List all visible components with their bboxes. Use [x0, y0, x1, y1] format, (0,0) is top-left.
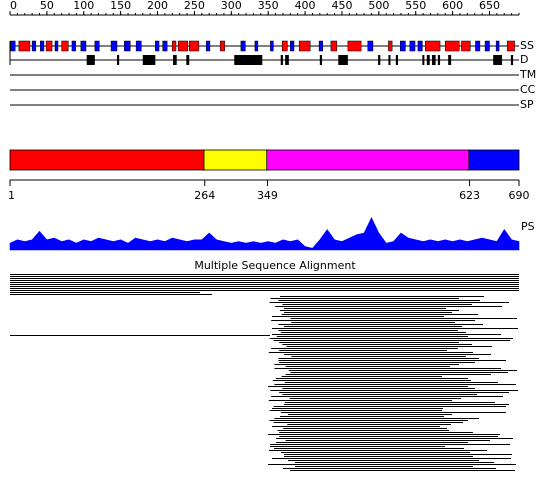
ruler-label: 50: [40, 0, 54, 12]
domain: [203, 149, 268, 171]
disorder: [319, 55, 323, 65]
track-label: CC: [520, 83, 536, 96]
disorder: [422, 55, 425, 65]
track-label: SS: [520, 39, 534, 52]
ruler-label: 250: [184, 0, 205, 12]
helix: [177, 40, 189, 52]
helix: [444, 40, 460, 52]
boundary-label: 690: [509, 189, 530, 202]
disorder: [378, 55, 381, 65]
strand: [10, 40, 16, 52]
helix: [298, 40, 311, 52]
domain: [468, 149, 520, 171]
strand: [110, 40, 118, 52]
strand: [205, 40, 211, 52]
helix: [18, 40, 31, 52]
strand: [399, 40, 406, 52]
disorder: [493, 55, 503, 65]
disorder: [173, 55, 177, 65]
strand: [254, 40, 259, 52]
helix: [45, 40, 53, 52]
strand: [290, 40, 295, 52]
helix: [189, 40, 200, 52]
helix: [172, 40, 177, 52]
boundary-label: 264: [194, 189, 215, 202]
ruler-label: 300: [221, 0, 242, 12]
helix: [425, 40, 441, 52]
boundary-label: 1: [8, 189, 15, 202]
strand: [54, 40, 59, 52]
disorder: [280, 55, 283, 65]
msa-title: Multiple Sequence Alignment: [194, 259, 356, 272]
disorder: [86, 55, 95, 65]
disorder: [338, 55, 348, 65]
helix: [506, 40, 515, 52]
disorder: [395, 55, 399, 65]
ruler-label: 0: [10, 0, 17, 12]
strand: [71, 40, 76, 52]
strand: [367, 40, 374, 52]
helix: [61, 40, 69, 52]
strand: [417, 40, 423, 52]
ruler-label: 100: [73, 0, 94, 12]
ps-profile: [9, 217, 520, 251]
strand: [475, 40, 481, 52]
helix: [330, 40, 338, 52]
strand: [94, 40, 100, 52]
helix: [461, 40, 471, 52]
strand: [318, 40, 324, 52]
strand: [495, 40, 500, 52]
ruler-label: 650: [479, 0, 500, 12]
ps-label: PS: [521, 220, 535, 233]
disorder: [388, 55, 391, 65]
strand: [270, 40, 274, 52]
strand: [240, 40, 246, 52]
ruler-label: 200: [147, 0, 168, 12]
track-label: SP: [520, 98, 534, 111]
disorder: [431, 55, 436, 65]
disorder: [285, 55, 289, 65]
disorder: [437, 55, 441, 65]
strand: [124, 40, 131, 52]
helix: [219, 40, 225, 52]
disorder: [448, 55, 452, 65]
strand: [135, 40, 142, 52]
helix: [388, 40, 393, 52]
strand: [31, 40, 37, 52]
helix: [347, 40, 362, 52]
ruler-label: 550: [405, 0, 426, 12]
ruler-label: 150: [110, 0, 131, 12]
ruler-label: 500: [368, 0, 389, 12]
disorder: [426, 55, 430, 65]
strand: [162, 40, 168, 52]
ruler-label: 350: [258, 0, 279, 12]
strand: [39, 40, 45, 52]
disorder: [116, 55, 120, 65]
track-label: TM: [519, 68, 536, 81]
disorder: [234, 55, 263, 65]
disorder: [186, 55, 190, 65]
strand: [409, 40, 416, 52]
boundary-label: 623: [459, 189, 480, 202]
track-label: D: [520, 53, 528, 66]
disorder: [142, 55, 156, 65]
ruler-label: 600: [442, 0, 463, 12]
strand: [484, 40, 490, 52]
domain: [266, 149, 470, 171]
helix: [281, 40, 288, 52]
ruler-label: 400: [295, 0, 316, 12]
boundary-label: 349: [257, 189, 278, 202]
ruler-label: 450: [331, 0, 352, 12]
domain: [9, 149, 206, 171]
disorder: [510, 55, 514, 65]
strand: [80, 40, 87, 52]
strand: [155, 40, 160, 52]
